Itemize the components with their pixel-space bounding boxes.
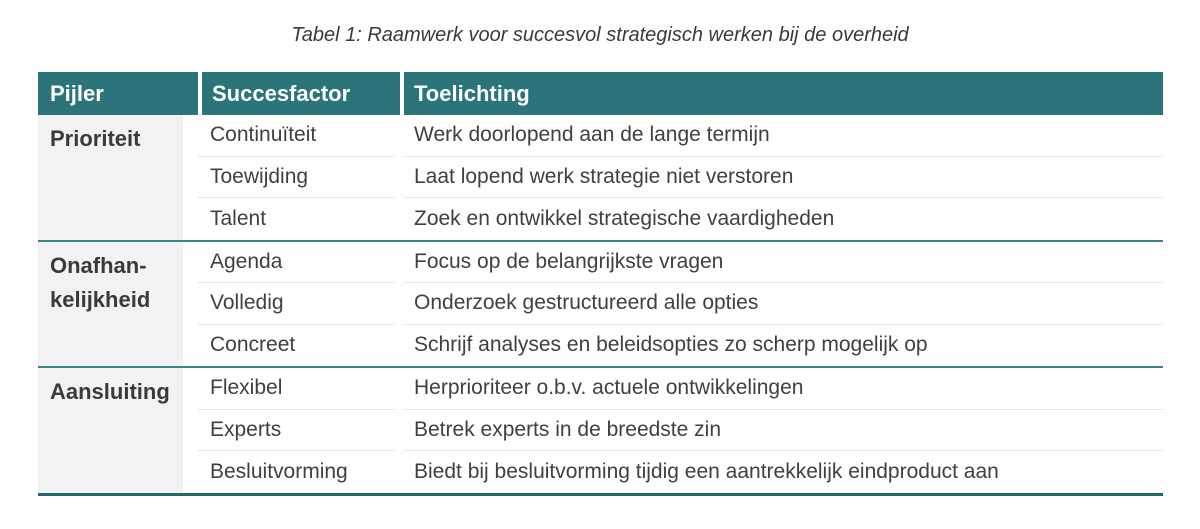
factor-cell: Besluitvorming (210, 459, 348, 483)
toelichting-cell: Laat lopend werk strategie niet verstore… (403, 157, 1163, 198)
factor-cell: Volledig (198, 283, 395, 325)
pillar-label: Aansluiting (38, 368, 183, 493)
factor-cell: Concreet (210, 333, 296, 357)
table-header-row: Pijler Succesfactor Toelichting (38, 72, 1163, 115)
group-aansluiting: Aansluiting Flexibel Herprioriteer o.b.v… (38, 366, 1163, 493)
table-caption: Tabel 1: Raamwerk voor succesvol strateg… (291, 24, 909, 46)
group-prioriteit: Prioriteit Continuïteit Werk doorlopend … (38, 115, 1163, 240)
header-cell-succesfactor: Succesfactor (198, 72, 400, 115)
pillar-label: Onafhan- kelijkheid (38, 241, 183, 366)
factor-cell: Agenda (198, 242, 395, 283)
toelichting-cell: Zoek en ontwikkel strategische vaardighe… (414, 206, 835, 230)
framework-table: Pijler Succesfactor Toelichting Priorite… (38, 72, 1163, 496)
toelichting-cell: Herprioriteer o.b.v. actuele ontwikkelin… (403, 368, 1163, 410)
pillar-label: Prioriteit (38, 115, 183, 240)
toelichting-cell: Schrijf analyses en beleidsopties zo sch… (414, 333, 928, 357)
toelichting-cell: Biedt bij besluitvorming tijdig een aant… (414, 459, 999, 483)
factor-cell: Talent (210, 206, 267, 230)
factor-cell: Toewijding (198, 157, 395, 198)
header-cell-toelichting: Toelichting (400, 72, 1163, 115)
toelichting-cell: Betrek experts in de breedste zin (403, 410, 1163, 451)
toelichting-cell: Werk doorlopend aan de lange termijn (403, 115, 1163, 157)
toelichting-cell: Onderzoek gestructureerd alle opties (403, 283, 1163, 325)
factor-cell: Continuïteit (198, 115, 395, 157)
header-cell-pijler: Pijler (50, 80, 104, 106)
factor-cell: Experts (198, 410, 395, 451)
toelichting-cell: Focus op de belangrijkste vragen (403, 242, 1163, 283)
factor-cell: Flexibel (198, 368, 395, 410)
group-onafhankelijkheid: Onafhan- kelijkheid Agenda Focus op de b… (38, 239, 1163, 366)
